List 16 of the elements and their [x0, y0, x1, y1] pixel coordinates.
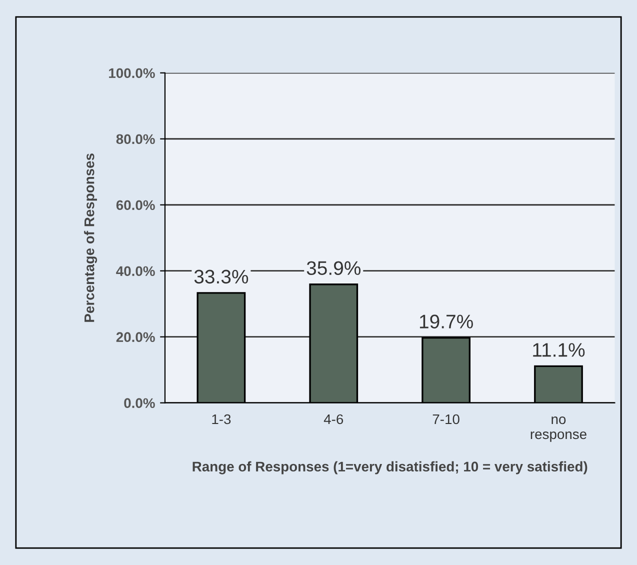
x-tick-label: 1-3 — [212, 414, 231, 424]
x-tick-label: no response — [530, 416, 586, 442]
x-tick-label: 4-6 — [324, 414, 344, 424]
data-label: 33.3% — [194, 270, 248, 284]
x-axis-title: Range of Responses (1=very disatisfied; 10 = very satisfied) — [192, 461, 588, 474]
y-tick-label: 80.0% — [116, 134, 155, 144]
y-tick-label: 100.0% — [109, 68, 155, 78]
y-tick-label: 20.0% — [116, 332, 155, 342]
data-label: 19.7% — [420, 314, 473, 328]
y-tick-label: 40.0% — [116, 266, 155, 276]
data-label: 11.1% — [533, 343, 585, 357]
y-tick-label: 0.0% — [124, 398, 155, 408]
y-tick-label: 60.0% — [116, 200, 155, 210]
data-label: 35.9% — [306, 261, 361, 275]
x-tick-label: 7-10 — [432, 414, 460, 424]
y-axis-title: Percentage of Responses — [84, 154, 98, 322]
